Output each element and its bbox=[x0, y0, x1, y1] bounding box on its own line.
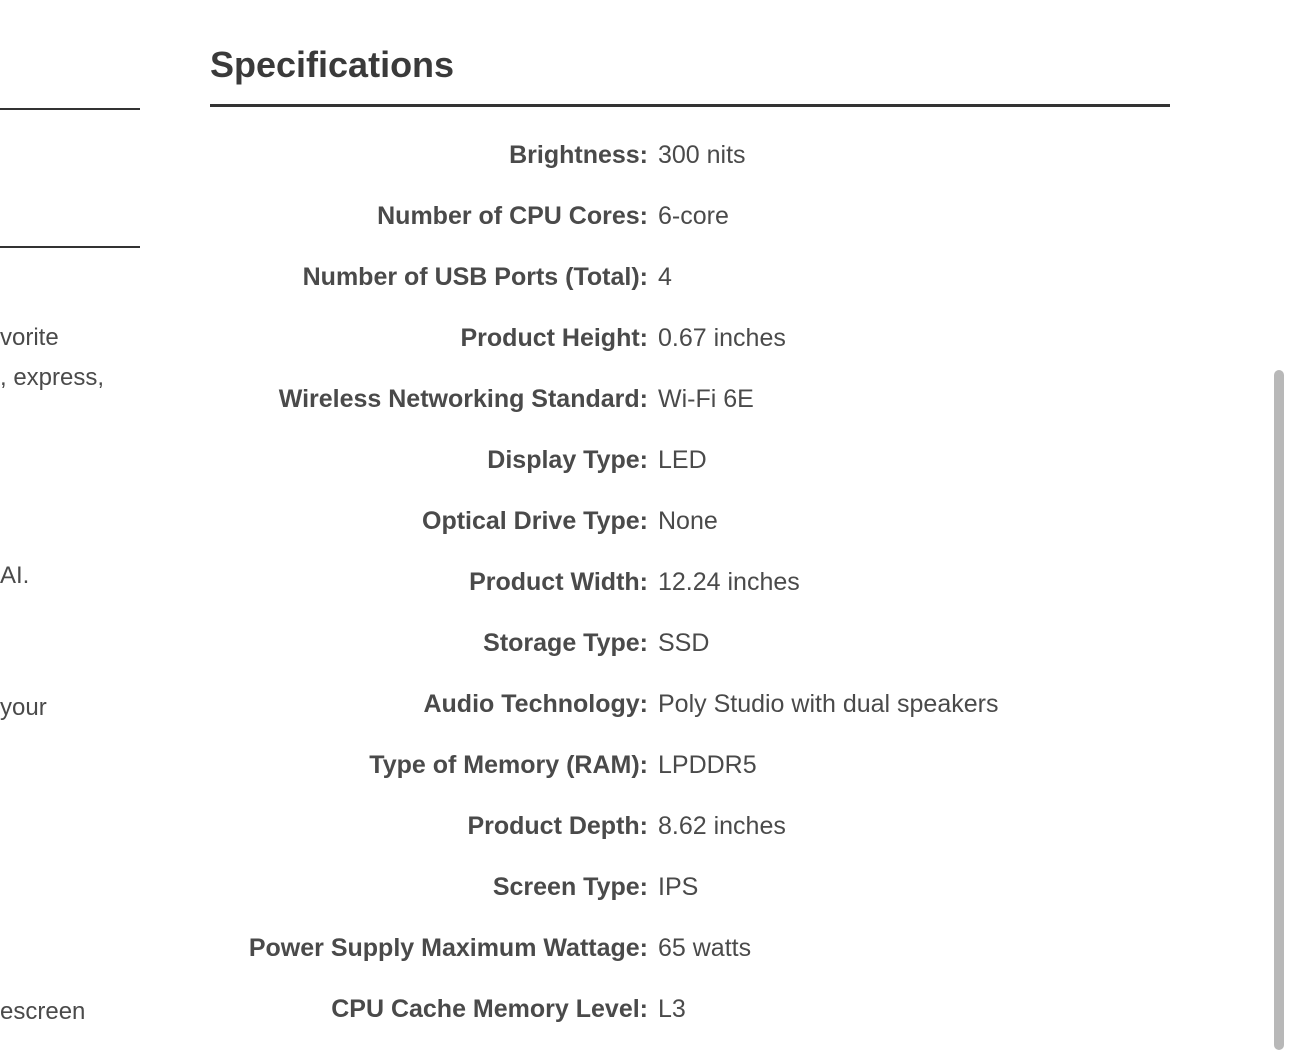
fragment-text: escreen bbox=[0, 994, 85, 1030]
spec-label: Wireless Networking Standard: bbox=[210, 385, 658, 414]
spec-label: Type of Memory (RAM): bbox=[210, 751, 658, 780]
spec-row: Power Supply Maximum Wattage:65 watts bbox=[210, 934, 1170, 963]
specifications-section: Specifications Brightness:300 nits Number… bbox=[210, 44, 1170, 1024]
spec-label: Optical Drive Type: bbox=[210, 507, 658, 536]
spec-row: Number of CPU Cores:6-core bbox=[210, 202, 1170, 231]
spec-value: Poly Studio with dual speakers bbox=[658, 690, 998, 719]
spec-label: CPU Cache Memory Level: bbox=[210, 995, 658, 1024]
spec-value: 0.67 inches bbox=[658, 324, 786, 353]
spec-value: 6-core bbox=[658, 202, 729, 231]
spec-value: Wi-Fi 6E bbox=[658, 385, 754, 414]
spec-row: Type of Memory (RAM):LPDDR5 bbox=[210, 751, 1170, 780]
spec-row: Display Type:LED bbox=[210, 446, 1170, 475]
fragment-text: AI. bbox=[0, 558, 29, 594]
spec-label: Number of CPU Cores: bbox=[210, 202, 658, 231]
spec-list: Brightness:300 nitsNumber of CPU Cores:6… bbox=[210, 141, 1170, 1024]
spec-row: Wireless Networking Standard:Wi-Fi 6E bbox=[210, 385, 1170, 414]
scrollbar-thumb[interactable] bbox=[1274, 370, 1284, 1050]
spec-row: Screen Type:IPS bbox=[210, 873, 1170, 902]
spec-label: Brightness: bbox=[210, 141, 658, 170]
spec-label: Product Depth: bbox=[210, 812, 658, 841]
fragment-text: your bbox=[0, 690, 47, 726]
spec-label: Power Supply Maximum Wattage: bbox=[210, 934, 658, 963]
title-rule bbox=[210, 104, 1170, 107]
spec-label: Product Width: bbox=[210, 568, 658, 597]
section-title: Specifications bbox=[210, 44, 1170, 86]
spec-row: Brightness:300 nits bbox=[210, 141, 1170, 170]
fragment-text: , express, bbox=[0, 360, 104, 396]
spec-row: Product Depth:8.62 inches bbox=[210, 812, 1170, 841]
spec-value: None bbox=[658, 507, 718, 536]
spec-row: Product Width:12.24 inches bbox=[210, 568, 1170, 597]
spec-value: L3 bbox=[658, 995, 686, 1024]
spec-value: 65 watts bbox=[658, 934, 751, 963]
spec-label: Number of USB Ports (Total): bbox=[210, 263, 658, 292]
spec-row: Number of USB Ports (Total):4 bbox=[210, 263, 1170, 292]
fragment-text: vorite bbox=[0, 320, 59, 356]
spec-value: 12.24 inches bbox=[658, 568, 800, 597]
spec-label: Display Type: bbox=[210, 446, 658, 475]
spec-value: 300 nits bbox=[658, 141, 746, 170]
spec-row: Storage Type:SSD bbox=[210, 629, 1170, 658]
spec-row: Audio Technology:Poly Studio with dual s… bbox=[210, 690, 1170, 719]
spec-value: LED bbox=[658, 446, 707, 475]
spec-label: Audio Technology: bbox=[210, 690, 658, 719]
left-rule-mid bbox=[0, 246, 140, 248]
spec-label: Storage Type: bbox=[210, 629, 658, 658]
spec-row: CPU Cache Memory Level:L3 bbox=[210, 995, 1170, 1024]
left-rule-top bbox=[0, 108, 140, 110]
spec-label: Product Height: bbox=[210, 324, 658, 353]
spec-value: 4 bbox=[658, 263, 672, 292]
spec-value: IPS bbox=[658, 873, 698, 902]
spec-value: LPDDR5 bbox=[658, 751, 757, 780]
spec-row: Optical Drive Type:None bbox=[210, 507, 1170, 536]
spec-value: 8.62 inches bbox=[658, 812, 786, 841]
spec-value: SSD bbox=[658, 629, 709, 658]
spec-label: Screen Type: bbox=[210, 873, 658, 902]
spec-row: Product Height:0.67 inches bbox=[210, 324, 1170, 353]
